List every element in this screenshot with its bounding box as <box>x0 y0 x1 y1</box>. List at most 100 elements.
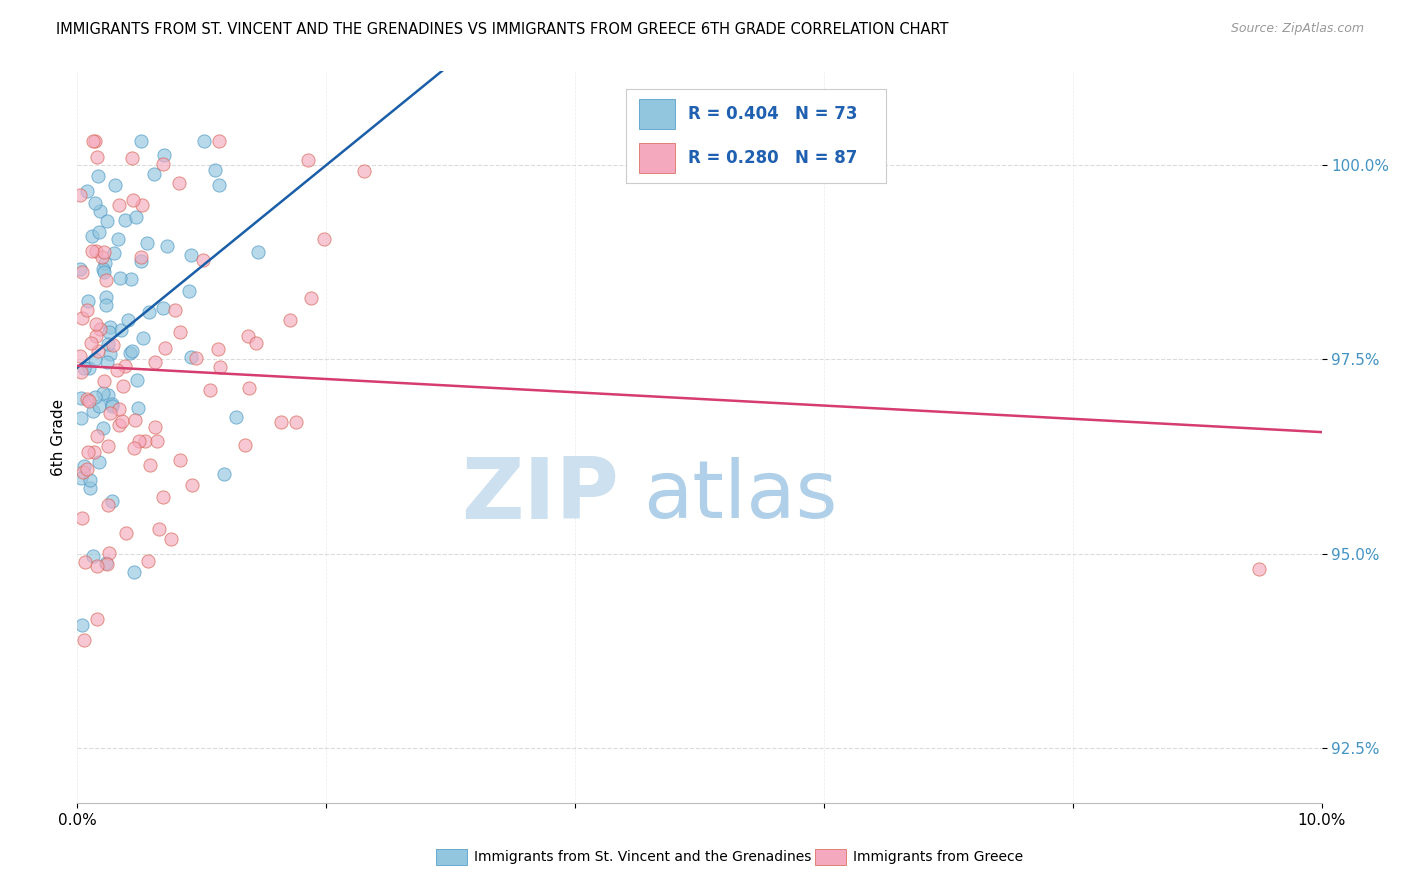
Point <box>160 532 183 546</box>
Point <box>69 391 91 405</box>
Point <box>200 383 222 397</box>
Point <box>180 350 202 364</box>
Point <box>82 403 104 417</box>
Point <box>93 374 115 388</box>
Point <box>84 244 107 258</box>
Point <box>110 323 132 337</box>
Point <box>280 312 302 326</box>
Point <box>204 163 226 178</box>
Point <box>76 462 98 476</box>
Point <box>245 335 267 350</box>
Point <box>82 135 104 149</box>
Point <box>69 261 91 276</box>
Point <box>208 135 231 149</box>
Point <box>108 402 131 417</box>
Point <box>83 445 105 459</box>
Point <box>73 632 96 647</box>
Point <box>89 225 111 239</box>
Y-axis label: 6th Grade: 6th Grade <box>51 399 66 475</box>
Point <box>97 498 120 512</box>
Point <box>152 490 174 504</box>
Point <box>169 325 191 339</box>
Point <box>152 301 174 315</box>
Point <box>93 265 115 279</box>
Point <box>191 253 214 268</box>
Point <box>107 198 129 212</box>
Point <box>167 176 190 190</box>
Point <box>179 284 201 298</box>
Point <box>153 341 176 355</box>
Point <box>84 329 107 343</box>
Point <box>108 270 131 285</box>
Point <box>129 250 152 264</box>
Point <box>114 213 136 227</box>
Point <box>124 413 146 427</box>
Point <box>122 193 145 207</box>
Point <box>101 399 124 413</box>
Point <box>312 232 335 246</box>
Point <box>207 342 229 356</box>
Point <box>135 235 157 250</box>
Point <box>118 346 141 360</box>
Point <box>79 482 101 496</box>
Point <box>77 294 100 309</box>
Point <box>129 254 152 268</box>
Point <box>121 151 143 165</box>
Point <box>128 434 150 448</box>
Text: N = 87: N = 87 <box>794 149 858 167</box>
Point <box>77 445 100 459</box>
Point <box>98 320 121 334</box>
Point <box>299 291 322 305</box>
Point <box>69 349 91 363</box>
Point <box>132 331 155 345</box>
Point <box>136 554 159 568</box>
Point <box>186 351 208 365</box>
Point <box>112 378 135 392</box>
Point <box>76 184 98 198</box>
Point <box>117 313 139 327</box>
Point <box>87 455 110 469</box>
Point <box>98 546 121 560</box>
Point <box>70 511 93 525</box>
Point <box>94 273 117 287</box>
Point <box>89 399 111 413</box>
Text: N = 73: N = 73 <box>794 105 858 123</box>
Point <box>70 365 93 379</box>
Point <box>73 459 96 474</box>
Point <box>353 163 375 178</box>
Point <box>97 388 120 402</box>
Point <box>284 415 307 429</box>
Point <box>94 290 117 304</box>
Point <box>152 157 174 171</box>
Point <box>225 409 247 424</box>
Point <box>193 135 215 149</box>
Point <box>86 559 108 574</box>
Point <box>77 360 100 375</box>
Point <box>169 453 191 467</box>
Point <box>91 261 114 276</box>
Bar <box>638 143 675 173</box>
Point <box>98 325 121 339</box>
Point <box>97 440 120 454</box>
Point <box>101 337 124 351</box>
Point <box>125 211 148 225</box>
Point <box>134 434 156 449</box>
Point <box>69 188 91 202</box>
Point <box>214 467 236 481</box>
Point <box>91 420 114 434</box>
Point <box>87 169 110 183</box>
Point <box>105 363 128 377</box>
Point <box>127 401 149 415</box>
Point <box>208 360 231 375</box>
Point <box>238 329 260 343</box>
Point <box>143 420 166 434</box>
Text: ZIP: ZIP <box>461 454 619 537</box>
Text: R = 0.280: R = 0.280 <box>688 149 779 167</box>
Point <box>270 415 292 429</box>
Point <box>121 344 143 359</box>
Point <box>73 360 96 375</box>
Point <box>91 386 114 401</box>
Point <box>138 305 160 319</box>
Point <box>82 549 104 563</box>
Text: Source: ZipAtlas.com: Source: ZipAtlas.com <box>1230 22 1364 36</box>
